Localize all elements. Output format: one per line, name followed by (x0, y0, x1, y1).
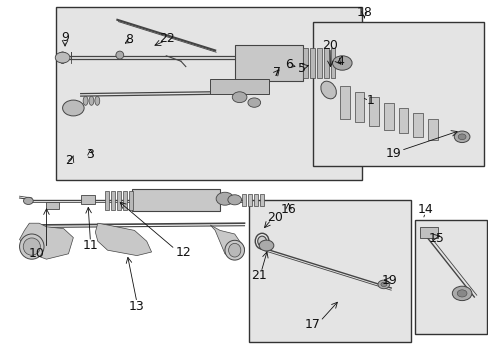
Bar (117, 191, 121, 210)
Text: 5: 5 (298, 62, 305, 75)
Bar (339, 86, 349, 119)
Bar (312, 22, 483, 166)
Circle shape (232, 92, 246, 103)
Text: 7: 7 (273, 66, 281, 78)
Text: 22: 22 (159, 32, 175, 45)
Ellipse shape (58, 52, 67, 63)
Bar (210, 79, 268, 94)
Bar (247, 194, 251, 206)
Bar (383, 103, 393, 130)
Text: 8: 8 (125, 33, 133, 46)
Text: 4: 4 (335, 55, 343, 68)
Bar (56, 7, 361, 180)
Text: 1: 1 (366, 94, 374, 107)
Text: 6: 6 (285, 58, 293, 71)
Circle shape (332, 56, 351, 70)
Bar (323, 48, 328, 78)
Bar (249, 200, 410, 342)
Bar (419, 227, 437, 238)
Text: 11: 11 (82, 239, 98, 252)
Ellipse shape (20, 234, 44, 259)
Bar (132, 189, 220, 211)
Circle shape (23, 197, 33, 204)
Text: 14: 14 (417, 203, 432, 216)
Bar (309, 48, 314, 78)
Text: 12: 12 (175, 246, 191, 258)
Ellipse shape (257, 236, 266, 246)
Text: 21: 21 (251, 269, 266, 282)
Bar (128, 191, 132, 210)
Text: 18: 18 (356, 6, 371, 19)
Circle shape (227, 195, 241, 205)
Bar (234, 45, 303, 81)
Bar (111, 191, 115, 210)
Polygon shape (20, 223, 73, 259)
Bar (368, 97, 378, 126)
Text: 10: 10 (29, 247, 44, 260)
Polygon shape (95, 223, 151, 256)
Bar (412, 113, 422, 137)
Text: 2: 2 (65, 154, 73, 167)
Circle shape (216, 192, 233, 205)
Ellipse shape (58, 52, 67, 63)
Bar (330, 48, 335, 78)
Ellipse shape (320, 81, 336, 99)
Ellipse shape (116, 51, 123, 59)
Bar (316, 48, 321, 78)
Circle shape (457, 134, 465, 140)
Ellipse shape (58, 52, 67, 63)
Circle shape (377, 280, 389, 289)
Text: 13: 13 (129, 300, 144, 313)
Bar (354, 92, 364, 122)
Ellipse shape (58, 52, 67, 63)
Text: 3: 3 (86, 148, 94, 161)
Text: 20: 20 (267, 211, 283, 224)
Ellipse shape (23, 238, 40, 255)
Text: 19: 19 (385, 147, 401, 159)
Bar (414, 220, 486, 334)
Bar (398, 108, 407, 133)
Text: 9: 9 (61, 31, 69, 44)
Text: 17: 17 (305, 318, 320, 330)
Circle shape (55, 52, 70, 63)
Bar (253, 194, 257, 206)
Circle shape (453, 131, 469, 143)
Bar (427, 119, 437, 140)
Text: 19: 19 (381, 274, 397, 287)
Bar (105, 191, 109, 210)
Bar (46, 202, 59, 209)
Polygon shape (210, 225, 244, 259)
Circle shape (456, 290, 466, 297)
Ellipse shape (89, 96, 94, 105)
Ellipse shape (224, 240, 244, 260)
Text: 16: 16 (280, 203, 296, 216)
Bar (259, 194, 263, 206)
Circle shape (259, 240, 273, 251)
Ellipse shape (95, 96, 100, 105)
Circle shape (62, 100, 84, 116)
Circle shape (247, 98, 260, 107)
Ellipse shape (83, 96, 88, 105)
Ellipse shape (228, 243, 240, 257)
Text: 15: 15 (427, 232, 443, 245)
Ellipse shape (58, 52, 67, 63)
Circle shape (380, 282, 386, 287)
Bar (242, 194, 245, 206)
Bar (303, 48, 307, 78)
Bar (122, 191, 126, 210)
Bar (81, 195, 95, 204)
Text: 20: 20 (322, 39, 337, 51)
Circle shape (451, 286, 471, 301)
